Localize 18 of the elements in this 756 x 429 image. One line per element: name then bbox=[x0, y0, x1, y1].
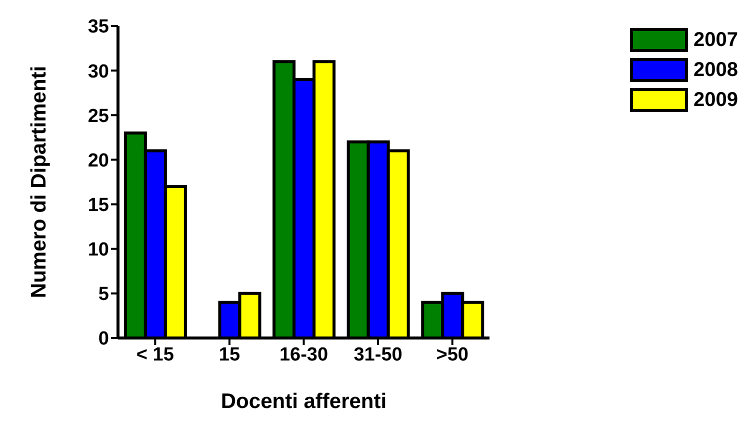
legend-label: 2007 bbox=[694, 28, 738, 52]
y-tick-label: 30 bbox=[88, 61, 109, 82]
x-tick-label: 16-30 bbox=[279, 344, 328, 366]
y-axis-title: Numero di Dipartimenti bbox=[27, 66, 50, 298]
x-tick-label: >50 bbox=[436, 344, 468, 366]
y-tick-label: 35 bbox=[88, 16, 110, 38]
y-tick-label: 20 bbox=[88, 150, 109, 172]
y-tick-label: 25 bbox=[88, 106, 110, 127]
x-axis-title: Docenti afferenti bbox=[220, 390, 387, 413]
y-tick-label: 0 bbox=[98, 328, 109, 350]
y-tick-label: 5 bbox=[98, 284, 110, 306]
y-tick-label: 15 bbox=[88, 195, 110, 216]
legend-label: 2009 bbox=[694, 88, 738, 112]
x-tick-label: < 15 bbox=[136, 344, 174, 366]
x-tick-label: 15 bbox=[218, 344, 240, 366]
x-tick-label: 31-50 bbox=[354, 344, 402, 366]
y-tick-label: 10 bbox=[88, 240, 109, 261]
legend-label: 2008 bbox=[694, 58, 738, 82]
